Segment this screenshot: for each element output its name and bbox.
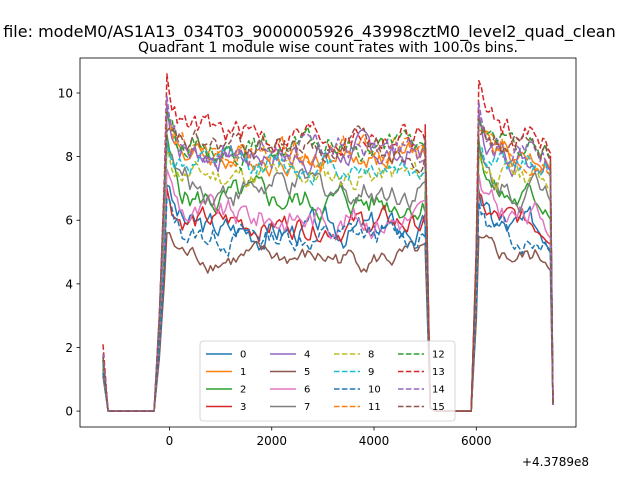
x-tick-label: 4000	[359, 434, 390, 448]
y-tick-label: 0	[65, 405, 73, 419]
series-line-9	[102, 139, 554, 412]
series-line-5	[102, 232, 554, 412]
legend-label-4: 4	[304, 350, 310, 361]
y-tick-label: 10	[58, 86, 73, 100]
series-line-15	[102, 125, 554, 412]
legend-label-9: 9	[368, 367, 374, 378]
legend-label-1: 1	[240, 367, 246, 378]
y-tick-label: 4	[65, 277, 73, 291]
series-line-10	[102, 197, 554, 412]
legend-label-0: 0	[240, 350, 246, 361]
series-line-8	[102, 146, 554, 412]
series-line-14	[102, 95, 554, 412]
legend-label-2: 2	[240, 385, 246, 396]
x-tick-label: 6000	[461, 434, 492, 448]
chart-title: Quadrant 1 module wise count rates with …	[138, 40, 518, 56]
figure-suptitle: n file: modeM0/AS1A13_034T03_9000005926_…	[0, 22, 616, 42]
x-offset-label: +4.3789e8	[522, 455, 589, 469]
legend-label-11: 11	[368, 402, 381, 413]
legend-box	[199, 340, 456, 422]
series-line-0	[102, 184, 554, 412]
x-tick-label: 0	[166, 434, 174, 448]
y-tick-label: 8	[65, 150, 73, 164]
plot-lines	[102, 73, 554, 412]
legend-label-5: 5	[304, 367, 310, 378]
legend-label-15: 15	[432, 402, 445, 413]
series-line-7	[102, 143, 554, 412]
legend-label-3: 3	[240, 402, 246, 413]
axes-box	[79, 57, 577, 428]
series-line-13	[102, 73, 554, 412]
legend-label-7: 7	[304, 402, 310, 413]
legend-label-13: 13	[432, 367, 445, 378]
legend-label-6: 6	[304, 385, 310, 396]
series-line-2	[102, 133, 554, 412]
legend-label-12: 12	[432, 350, 445, 361]
legend-label-8: 8	[368, 350, 374, 361]
legend-label-10: 10	[368, 385, 381, 396]
y-tick-label: 2	[65, 341, 73, 355]
y-tick-label: 6	[65, 214, 73, 228]
x-tick-label: 2000	[256, 434, 287, 448]
legend-label-14: 14	[432, 385, 445, 396]
